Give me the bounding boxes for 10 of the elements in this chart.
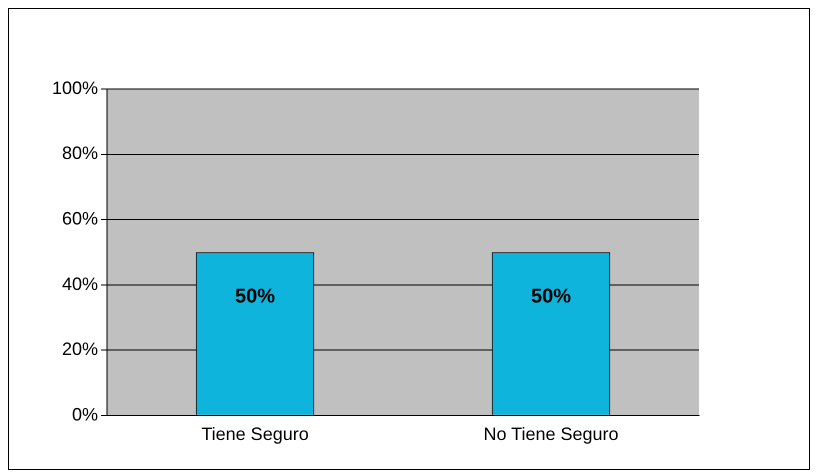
y-tick-label: 20% [62,339,98,360]
data-label: 50% [530,286,572,308]
y-tick-label: 0% [72,404,98,424]
y-tick-label: 60% [62,208,98,229]
x-tick-label: Tiene Seguro [201,424,309,444]
y-tick-label: 100% [52,78,98,98]
y-tick-label: 80% [62,143,98,164]
y-tick-label: 40% [62,274,98,294]
x-tick-label: No Tiene Seguro [483,424,619,444]
data-label: 50% [235,286,276,308]
